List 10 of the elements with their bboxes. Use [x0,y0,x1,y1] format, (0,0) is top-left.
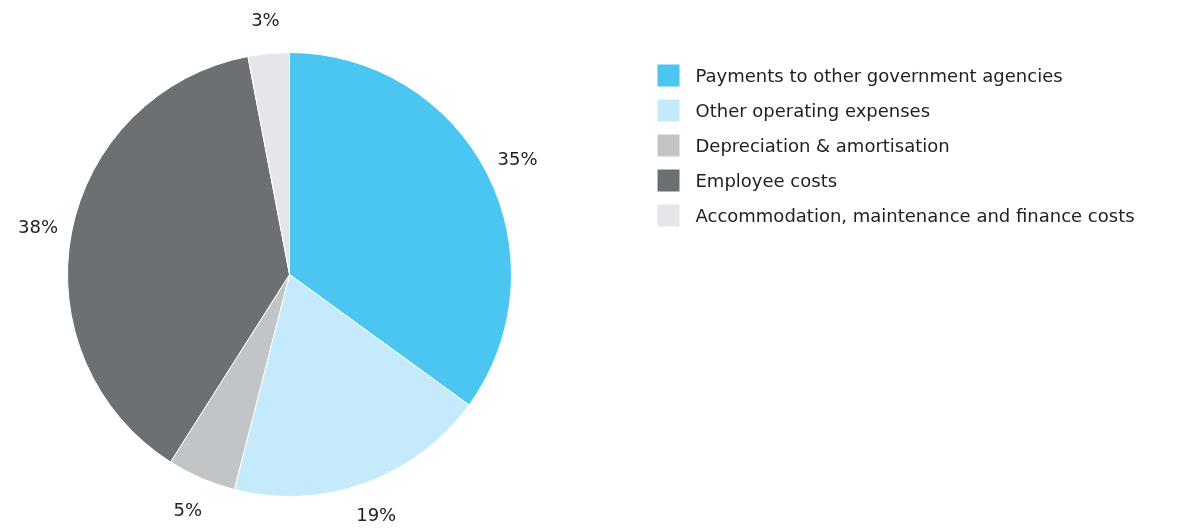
legend-label: Accommodation, maintenance and finance costs [695,205,1135,226]
data-label: 5% [173,498,203,520]
legend-label: Employee costs [695,170,838,191]
data-label: 3% [251,9,280,31]
data-label: 35% [497,147,538,169]
data-label: 19% [356,504,397,525]
legend-label: Depreciation & amortisation [695,135,950,156]
legend-label: Other operating expenses [695,100,931,121]
legend-label: Payments to other government agencies [695,65,1063,86]
data-label: 38% [18,216,59,238]
